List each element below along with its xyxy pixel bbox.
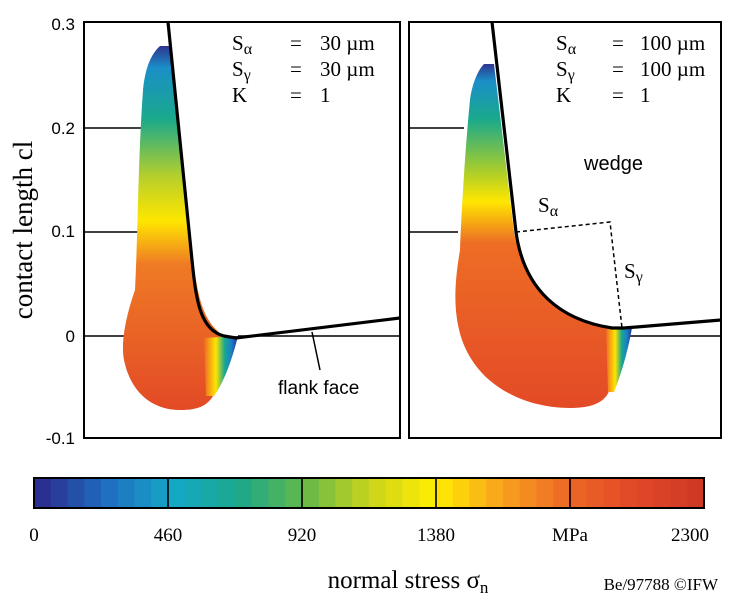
flank-face-pointer <box>311 331 321 371</box>
colorbar-step <box>201 478 219 508</box>
colorbar-step <box>419 478 437 508</box>
left-stress-field <box>122 46 224 410</box>
right-param-salpha-val: 100 µm <box>640 31 705 55</box>
left-panel: Sα = 30 µm Sγ = 30 µm K = 1 flank face <box>83 21 401 439</box>
colorbar-tick-0: 0 <box>29 525 39 546</box>
colorbar-step <box>553 478 571 508</box>
y-tick-0: 0 <box>66 327 75 346</box>
left-param-salpha-sym: Sα <box>232 31 253 58</box>
s-alpha-label: Sα <box>538 193 559 220</box>
colorbar-step <box>385 478 404 508</box>
left-param-k-sym: K <box>232 83 247 107</box>
colorbar-step <box>151 478 169 508</box>
right-param-salpha-eq: = <box>612 31 624 55</box>
colorbar-step <box>34 478 52 508</box>
colorbar-tick-460: 460 <box>154 525 183 546</box>
colorbar-step <box>218 478 236 508</box>
colorbar-step <box>168 478 186 508</box>
colorbar-step <box>687 478 705 508</box>
colorbar-unit: MPa <box>552 525 588 546</box>
left-param-sgamma-eq: = <box>290 57 302 81</box>
rounding-construction-lines <box>515 221 623 329</box>
y-tick-minus-0.1: -0.1 <box>46 429 75 448</box>
right-param-salpha-sym: Sα <box>556 31 577 58</box>
y-tick-0.1: 0.1 <box>51 222 75 241</box>
left-param-sgamma-val: 30 µm <box>320 57 375 81</box>
left-param-sgamma-sym: Sγ <box>232 57 251 84</box>
colorbar-step <box>369 478 387 508</box>
flank-face-label: flank face <box>278 378 359 399</box>
colorbar-step <box>352 478 370 508</box>
colorbar-tick-labels: 0 460 920 1380 MPa 2300 <box>29 525 709 546</box>
colorbar-step <box>335 478 353 508</box>
colorbar-step <box>84 478 102 508</box>
colorbar-step <box>503 478 521 508</box>
colorbar-step <box>184 478 203 508</box>
colorbar-step <box>318 478 337 508</box>
left-wedge-contour <box>166 22 400 340</box>
colorbar-step <box>285 478 303 508</box>
right-param-k-eq: = <box>612 83 624 107</box>
colorbar-step <box>235 478 253 508</box>
right-stress-field <box>455 64 612 408</box>
colorbar-step <box>251 478 270 508</box>
colorbar-step <box>653 478 672 508</box>
colorbar-step <box>469 478 487 508</box>
colorbar-steps <box>34 478 705 508</box>
right-param-k-val: 1 <box>640 83 651 107</box>
colorbar-step <box>134 478 152 508</box>
colorbar-step <box>603 478 621 508</box>
colorbar-step <box>436 478 454 508</box>
right-panel: Sα = 100 µm Sγ = 100 µm K = 1 wedge Sα S… <box>408 21 722 439</box>
left-param-salpha-eq: = <box>290 31 302 55</box>
colorbar-step <box>117 478 136 508</box>
colorbar-step <box>536 478 554 508</box>
y-tick-0.2: 0.2 <box>51 119 75 138</box>
colorbar-step <box>67 478 85 508</box>
wedge-label: wedge <box>583 153 643 175</box>
right-params: Sα = 100 µm Sγ = 100 µm K = 1 <box>556 31 705 107</box>
left-param-k-val: 1 <box>320 83 331 107</box>
right-gridlines <box>409 127 721 337</box>
colorbar-tick-920: 920 <box>288 525 317 546</box>
left-param-salpha-val: 30 µm <box>320 31 375 55</box>
s-gamma-label: Sγ <box>624 259 643 286</box>
colorbar-tick-2300: 2300 <box>671 525 709 546</box>
colorbar-frame <box>33 477 705 509</box>
right-param-sgamma-eq: = <box>612 57 624 81</box>
colorbar-step <box>302 478 320 508</box>
colorbar-tick-1380: 1380 <box>417 525 455 546</box>
colorbar-step <box>402 478 420 508</box>
right-param-sgamma-val: 100 µm <box>640 57 705 81</box>
credit-label: Be/97788 ©IFW <box>604 575 719 594</box>
right-param-sgamma-sym: Sγ <box>556 57 575 84</box>
right-param-k-sym: K <box>556 83 571 107</box>
right-tip-fan <box>606 328 632 392</box>
y-axis-label: contact length cl <box>8 141 38 319</box>
colorbar-step <box>637 478 655 508</box>
colorbar-step <box>670 478 688 508</box>
colorbar-step <box>486 478 504 508</box>
colorbar-step <box>268 478 286 508</box>
colorbar-step <box>101 478 119 508</box>
colorbar-dividers <box>167 478 571 508</box>
y-tick-0.3: 0.3 <box>51 15 75 34</box>
colorbar-step <box>519 478 538 508</box>
left-params: Sα = 30 µm Sγ = 30 µm K = 1 <box>232 31 375 107</box>
colorbar-step <box>586 478 605 508</box>
colorbar-title: normal stress σn <box>328 567 489 595</box>
colorbar-step <box>452 478 471 508</box>
y-tick-labels: 0.3 0.2 0.1 0 -0.1 <box>46 15 75 448</box>
left-tip-fan <box>204 336 238 396</box>
colorbar-step <box>620 478 638 508</box>
colorbar-step <box>570 478 588 508</box>
right-wedge-contour <box>490 22 721 330</box>
colorbar: 0 460 920 1380 MPa 2300 <box>29 477 709 546</box>
colorbar-step <box>50 478 69 508</box>
left-param-k-eq: = <box>290 83 302 107</box>
